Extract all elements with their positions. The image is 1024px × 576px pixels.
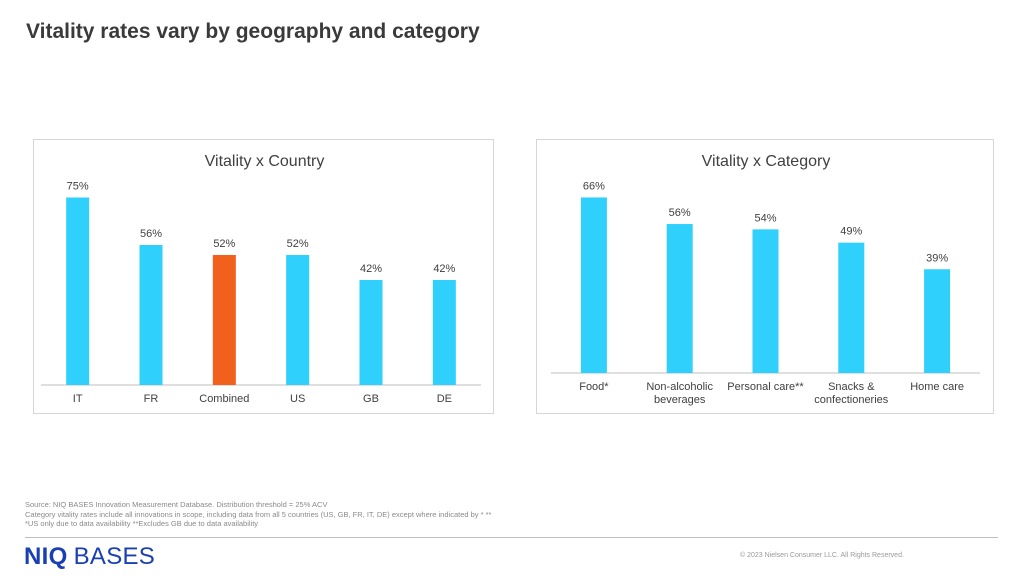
bar xyxy=(666,224,693,373)
bar xyxy=(212,255,236,385)
bar xyxy=(580,197,607,373)
copyright-text: © 2023 Nielsen Consumer LLC. All Rights … xyxy=(740,552,904,559)
category-tick-label: DE xyxy=(437,393,452,405)
bar xyxy=(359,280,383,385)
bar-value-label: 52% xyxy=(213,238,235,250)
bar-value-label: 42% xyxy=(360,263,382,275)
country-chart-panel: Vitality x Country 75% IT 56% FR 52% Combined 5… xyxy=(33,139,494,414)
bar-value-label: 54% xyxy=(754,212,776,224)
bar-value-label: 56% xyxy=(140,228,162,240)
bar xyxy=(838,242,865,373)
category-tick-label: Personal care** xyxy=(727,381,804,393)
chart-title: Vitality x Country xyxy=(205,153,325,170)
category-tick-label: Non-alcoholic beverages xyxy=(646,381,713,406)
bar-value-label: 56% xyxy=(669,207,691,219)
category-tick-label: Snacks & confectioneries xyxy=(814,381,888,406)
footer-divider xyxy=(25,537,998,538)
bar xyxy=(66,197,90,385)
brand-logo: NIQ BASES xyxy=(24,543,155,571)
category-tick-label: Home care xyxy=(910,381,964,393)
source-note: Source: NIQ BASES Innovation Measurement… xyxy=(25,500,328,509)
bar xyxy=(924,269,951,373)
country-bar-chart: Vitality x Country 75% IT 56% FR 52% Combined 5… xyxy=(41,153,481,405)
brand-logo-bases: BASES xyxy=(73,543,156,570)
category-tick-label: Combined xyxy=(199,393,249,405)
category-bar-chart: Vitality x Category 66% Food* 56% Non-alcoho… xyxy=(551,153,980,406)
bar-value-label: 66% xyxy=(583,180,605,192)
bar xyxy=(752,229,779,373)
category-tick-label: FR xyxy=(144,393,159,405)
category-tick-label: Food* xyxy=(579,381,609,393)
category-note: Category vitality rates include all inno… xyxy=(25,509,492,519)
bar xyxy=(139,245,163,385)
page-title: Vitality rates vary by geography and cat… xyxy=(26,20,480,43)
bar xyxy=(286,255,310,385)
category-chart-panel: Vitality x Category 66% Food* 56% Non-alcoho… xyxy=(536,139,994,414)
bar-value-label: 52% xyxy=(287,238,309,250)
category-tick-label: US xyxy=(290,393,305,405)
bar xyxy=(432,280,456,385)
bar-value-label: 49% xyxy=(840,226,862,238)
bar-value-label: 42% xyxy=(433,263,455,275)
availability-note: *US only due to data availability **Excl… xyxy=(25,519,259,528)
category-tick-label: GB xyxy=(363,393,379,405)
bar-value-label: 75% xyxy=(67,181,89,193)
chart-title: Vitality x Category xyxy=(702,153,831,170)
category-tick-label: IT xyxy=(73,393,83,405)
brand-logo-niq: NIQ xyxy=(24,543,68,570)
footnotes: Source: NIQ BASES Innovation Measurement… xyxy=(25,500,491,529)
bar-value-label: 39% xyxy=(926,252,948,264)
